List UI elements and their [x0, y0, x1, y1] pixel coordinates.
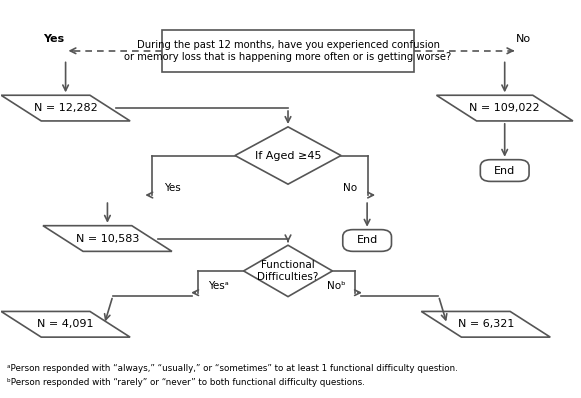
Polygon shape [43, 226, 172, 252]
Text: N = 4,091: N = 4,091 [37, 319, 94, 329]
Text: End: End [494, 166, 515, 176]
FancyBboxPatch shape [343, 230, 392, 252]
Polygon shape [243, 245, 332, 297]
Text: ᵇPerson responded with “rarely” or “never” to both functional difficulty questio: ᵇPerson responded with “rarely” or “neve… [7, 378, 365, 387]
Polygon shape [436, 95, 573, 121]
Text: End: End [357, 236, 378, 246]
Text: N = 109,022: N = 109,022 [469, 103, 540, 113]
FancyBboxPatch shape [480, 160, 529, 181]
Text: Functional
Difficulties?: Functional Difficulties? [257, 260, 319, 282]
Text: Yes: Yes [44, 34, 64, 44]
Polygon shape [421, 312, 550, 337]
FancyBboxPatch shape [162, 30, 414, 72]
Text: No: No [515, 34, 530, 44]
Text: Noᵇ: Noᵇ [327, 281, 345, 291]
Polygon shape [1, 312, 130, 337]
Text: ᵃPerson responded with “always,” “usually,” or “sometimes” to at least 1 functio: ᵃPerson responded with “always,” “usuall… [7, 364, 458, 373]
Text: If Aged ≥45: If Aged ≥45 [254, 150, 321, 160]
Text: During the past 12 months, have you experienced confusion
or memory loss that is: During the past 12 months, have you expe… [124, 40, 451, 62]
Polygon shape [1, 95, 130, 121]
Polygon shape [235, 127, 341, 184]
Text: No: No [343, 183, 357, 193]
Text: Yesᵃ: Yesᵃ [208, 281, 228, 291]
Text: N = 12,282: N = 12,282 [34, 103, 98, 113]
Text: N = 6,321: N = 6,321 [458, 319, 514, 329]
Text: Yes: Yes [164, 183, 180, 193]
Text: N = 10,583: N = 10,583 [76, 234, 139, 244]
